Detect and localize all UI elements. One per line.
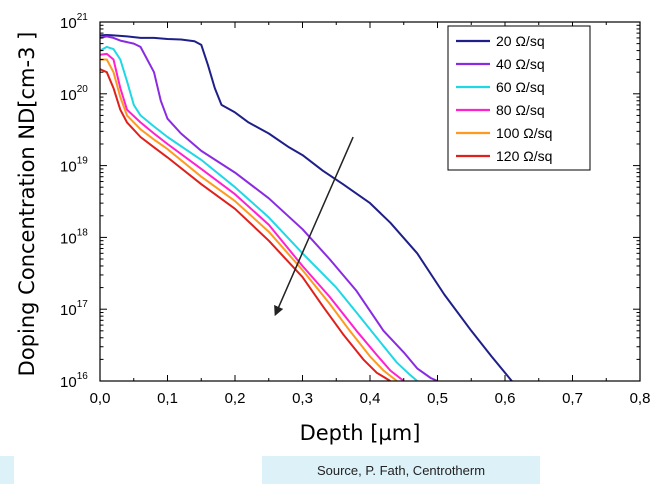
x-tick-label: 0,3 (292, 390, 313, 407)
series-line-5 (100, 68, 391, 381)
legend-label-5: 120 Ω/sq (496, 148, 552, 164)
y-tick-label: 1020 (60, 84, 88, 104)
x-axis-title: Depth [µm] (300, 421, 421, 445)
legend-box (447, 25, 591, 171)
legend-label-1: 40 Ω/sq (496, 56, 545, 72)
legend-label-0: 20 Ω/sq (496, 33, 545, 49)
x-tick-label: 0,7 (562, 390, 583, 407)
trend-arrow (274, 136, 354, 317)
x-tick-label: 0,1 (157, 390, 178, 407)
series-line-0 (100, 34, 513, 381)
y-tick-label: 1021 (60, 12, 88, 32)
y-tick-label: 1019 (60, 156, 88, 176)
x-tick-label: 0,4 (360, 390, 381, 407)
series-line-3 (100, 52, 405, 381)
doping-profile-chart: 0,0 0,1 0,2 0,3 0,4 0,5 0,6 0,7 0,8 1016 1017 1018… (15, 12, 651, 445)
y-tick-label: 1016 (60, 371, 88, 391)
legend-label-4: 100 Ω/sq (496, 125, 552, 141)
x-tick-label: 0,2 (225, 390, 246, 407)
y-axis-title: Doping Concentration ND[cm-3 ] (15, 32, 39, 377)
x-tick-label: 0,8 (630, 390, 651, 407)
x-tick-label: 0,0 (90, 390, 111, 407)
legend: 20 Ω/sq 40 Ω/sq 60 Ω/sq 80 Ω/sq 100 Ω/sq 120 … (447, 25, 591, 171)
left-caption-box (0, 456, 14, 484)
legend-label-3: 80 Ω/sq (496, 102, 545, 118)
series-line-2 (100, 45, 418, 381)
y-tick-label: 1018 (60, 227, 88, 247)
source-note: Source, P. Fath, Centrotherm (262, 456, 540, 484)
x-tick-label: 0,5 (427, 390, 448, 407)
x-tick-label: 0,6 (495, 390, 516, 407)
y-tick-label: 1017 (60, 299, 88, 319)
series-line-1 (100, 35, 438, 381)
legend-label-2: 60 Ω/sq (496, 79, 545, 95)
series-line-4 (100, 58, 398, 381)
